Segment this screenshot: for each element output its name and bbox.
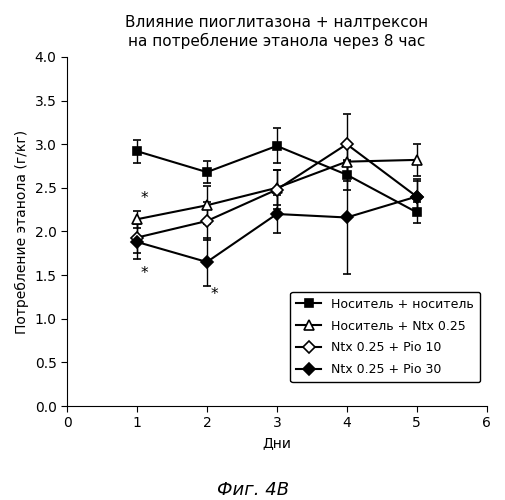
Text: *: * — [210, 287, 218, 302]
X-axis label: Дни: Дни — [262, 436, 291, 450]
Text: *: * — [140, 266, 148, 281]
Title: Влияние пиоглитазона + налтрексон
на потребление этанола через 8 час: Влияние пиоглитазона + налтрексон на пот… — [125, 15, 428, 49]
Legend: Носитель + носитель, Носитель + Ntx 0.25, Ntx 0.25 + Pio 10, Ntx 0.25 + Pio 30: Носитель + носитель, Носитель + Ntx 0.25… — [289, 292, 479, 382]
Text: *: * — [140, 191, 148, 206]
Text: Фиг. 4В: Фиг. 4В — [217, 481, 288, 499]
Y-axis label: Потребление этанола (г/кг): Потребление этанола (г/кг) — [15, 130, 29, 334]
